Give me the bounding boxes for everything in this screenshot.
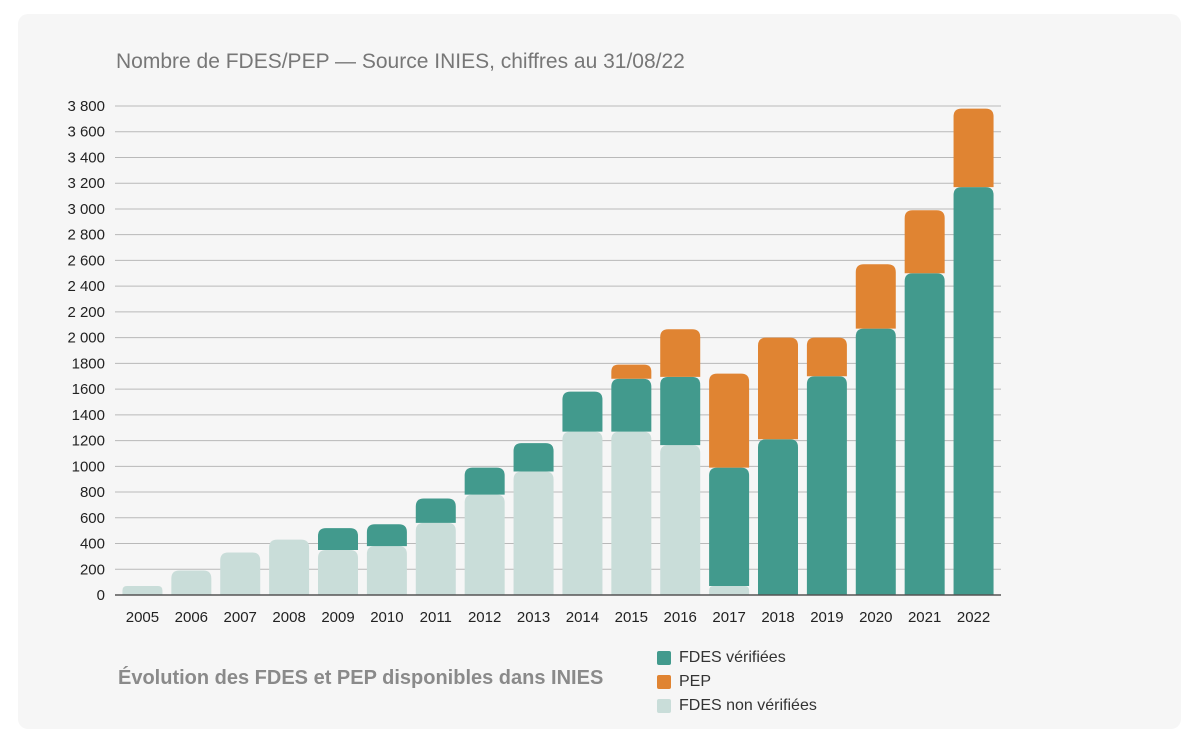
y-tick-label: 1800 xyxy=(72,355,105,372)
y-tick-label: 2 000 xyxy=(67,330,105,347)
x-tick-label: 2012 xyxy=(468,609,501,626)
y-tick-label: 1600 xyxy=(72,381,105,398)
y-tick-label: 2 800 xyxy=(67,227,105,244)
x-tick-label: 2013 xyxy=(517,609,550,626)
x-tick-label: 2016 xyxy=(664,609,697,626)
bar-segment xyxy=(660,445,701,595)
y-tick-label: 800 xyxy=(80,484,105,501)
bar-segment xyxy=(318,528,358,550)
bar-segment xyxy=(709,467,750,586)
x-tick-label: 2005 xyxy=(126,609,159,626)
bar-segment xyxy=(611,364,652,379)
legend-swatch-pep xyxy=(657,675,671,689)
bar-segment xyxy=(855,328,896,595)
legend-swatch-fdes-non-verifiees xyxy=(657,699,671,713)
y-tick-label: 1200 xyxy=(72,433,105,450)
x-tick-label: 2010 xyxy=(370,609,403,626)
legend-label-pep: PEP xyxy=(679,673,712,690)
x-tick-label: 2006 xyxy=(175,609,208,626)
bar-segment xyxy=(464,467,505,495)
bar-segment xyxy=(513,471,554,595)
y-tick-label: 400 xyxy=(80,536,105,553)
y-tick-label: 3 400 xyxy=(67,149,105,166)
bar-segment xyxy=(611,378,652,432)
bar-segment xyxy=(464,494,505,595)
bar-segment xyxy=(562,431,603,595)
legend-item-fdes-non-verifiees: FDES non vérifiées xyxy=(657,694,817,718)
legend-item-fdes-verifiees: FDES vérifiées xyxy=(657,646,817,670)
bar-segment xyxy=(855,264,896,329)
bar-segment xyxy=(513,443,554,472)
y-tick-label: 2 200 xyxy=(67,304,105,321)
bar-segment xyxy=(806,376,847,595)
bar-segment xyxy=(709,585,750,595)
x-tick-label: 2019 xyxy=(810,609,843,626)
x-tick-label: 2020 xyxy=(859,609,892,626)
bar-segment xyxy=(611,431,652,595)
bar-segment xyxy=(709,373,750,468)
x-tick-label: 2018 xyxy=(761,609,794,626)
x-tick-label: 2021 xyxy=(908,609,941,626)
bar-segment xyxy=(953,187,994,596)
bar-segment xyxy=(904,273,945,595)
x-tick-label: 2014 xyxy=(566,609,599,626)
y-tick-label: 0 xyxy=(97,587,105,604)
bar-segment xyxy=(904,210,945,274)
bar-segment xyxy=(660,376,701,446)
y-tick-label: 3 200 xyxy=(67,175,105,192)
y-tick-label: 1000 xyxy=(72,458,105,475)
x-tick-label: 2015 xyxy=(615,609,648,626)
y-tick-label: 600 xyxy=(80,510,105,527)
x-tick-label: 2008 xyxy=(272,609,305,626)
bar-segment xyxy=(660,329,701,377)
bar-segment xyxy=(758,337,798,440)
legend-label-fdes-verifiees: FDES vérifiées xyxy=(679,649,786,666)
bar-segment xyxy=(318,549,358,595)
legend-swatch-fdes-verifiees xyxy=(657,651,671,665)
y-tick-label: 2 400 xyxy=(67,278,105,295)
y-tick-label: 2 600 xyxy=(67,252,105,269)
bar-segment xyxy=(366,524,407,547)
legend-item-pep: PEP xyxy=(657,670,817,694)
bar-segment xyxy=(806,337,847,377)
y-tick-label: 3 600 xyxy=(67,124,105,141)
x-tick-label: 2007 xyxy=(224,609,257,626)
bar-segment xyxy=(220,552,261,595)
bar-segment xyxy=(758,439,798,595)
x-tick-label: 2009 xyxy=(321,609,354,626)
bar-segment xyxy=(953,108,994,188)
bar-segment xyxy=(415,522,456,595)
y-tick-label: 200 xyxy=(80,561,105,578)
bar-segment xyxy=(366,546,407,595)
legend: FDES vérifiées PEP FDES non vérifiées xyxy=(657,646,817,718)
x-tick-label: 2022 xyxy=(957,609,990,626)
y-tick-label: 1400 xyxy=(72,407,105,424)
legend-label-fdes-non-verifiees: FDES non vérifiées xyxy=(679,697,817,714)
bar-segment xyxy=(171,570,212,595)
y-tick-label: 3 800 xyxy=(67,98,105,115)
chart-title: Nombre de FDES/PEP — Source INIES, chiff… xyxy=(116,50,685,73)
bar-segment xyxy=(269,539,310,595)
chart-caption: Évolution des FDES et PEP disponibles da… xyxy=(118,667,604,689)
bar-segment xyxy=(415,498,456,523)
x-tick-label: 2017 xyxy=(712,609,745,626)
bar-segment xyxy=(122,585,163,595)
bar-segment xyxy=(562,391,603,432)
x-tick-label: 2011 xyxy=(420,609,452,626)
y-tick-label: 3 000 xyxy=(67,201,105,218)
